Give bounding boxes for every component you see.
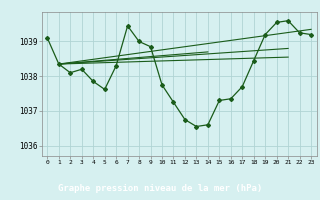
Text: Graphe pression niveau de la mer (hPa): Graphe pression niveau de la mer (hPa) bbox=[58, 184, 262, 193]
